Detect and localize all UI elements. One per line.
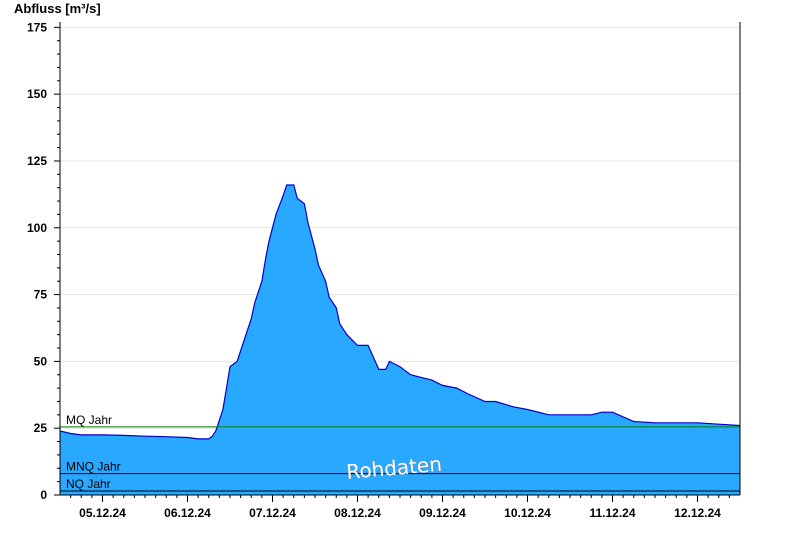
x-tick-labels: 05.12.24 06.12.24 07.12.24 08.12.24 09.12.24…: [79, 506, 721, 520]
x-tick-label: 09.12.24: [419, 506, 466, 520]
reference-line-label: NQ Jahr: [66, 477, 111, 491]
x-tick-label: 10.12.24: [504, 506, 551, 520]
y-tick-label: 0: [40, 488, 47, 502]
x-tick-label: 12.12.24: [674, 506, 721, 520]
axes: [54, 22, 741, 502]
y-tick-label: 75: [34, 288, 48, 302]
x-tick-label: 07.12.24: [249, 506, 296, 520]
x-tick-label: 08.12.24: [334, 506, 381, 520]
reference-line-label: MQ Jahr: [66, 413, 112, 427]
reference-lines: MQ Jahr MNQ Jahr NQ Jahr: [60, 413, 740, 492]
y-tick-labels: 0 25 50 75 100 125 150 175: [27, 20, 47, 502]
reference-line-label: MNQ Jahr: [66, 460, 121, 474]
y-tick-label: 150: [27, 87, 47, 101]
x-tick-label: 05.12.24: [79, 506, 126, 520]
y-tick-label: 125: [27, 154, 47, 168]
y-tick-label: 50: [34, 354, 48, 368]
y-axis-label: Abfluss [m³/s]: [14, 1, 101, 16]
y-tick-label: 25: [34, 421, 48, 435]
discharge-area-series: [59, 184, 741, 495]
discharge-line: [59, 184, 741, 440]
x-tick-label: 06.12.24: [164, 506, 211, 520]
y-tick-label: 100: [27, 221, 47, 235]
x-tick-label: 11.12.24: [589, 506, 635, 520]
discharge-area-fill: [60, 185, 740, 495]
y-tick-label: 175: [27, 20, 47, 34]
grid-lines: [60, 26, 740, 429]
